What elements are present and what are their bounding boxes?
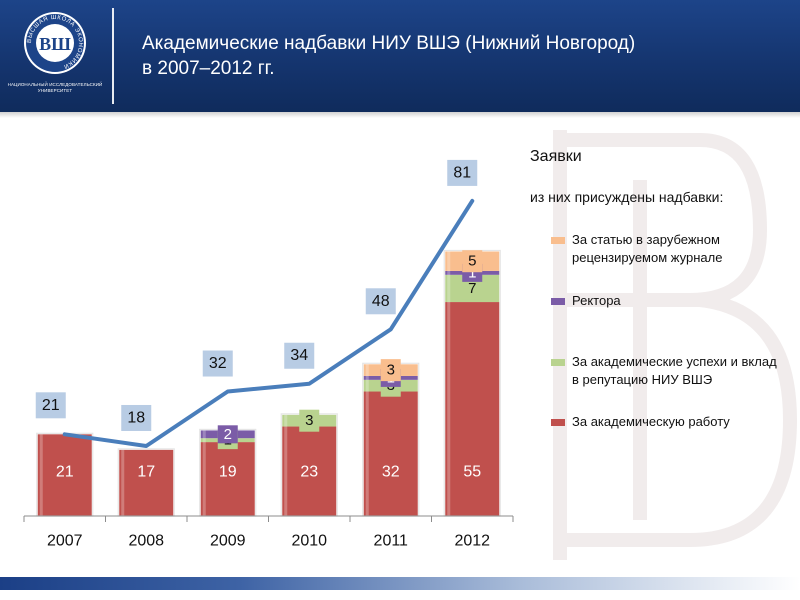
- logo-caption: НАЦИОНАЛЬНЫЙ ИССЛЕДОВАТЕЛЬСКИЙ УНИВЕРСИТ…: [6, 82, 104, 93]
- legend-swatch-academic-work: [551, 419, 565, 426]
- data-label-2011-0: 32: [382, 464, 400, 481]
- x-tick-label-2010: 2010: [291, 533, 327, 550]
- line-label-box-2012: [447, 159, 478, 186]
- data-label-2011-3: 3: [387, 362, 395, 379]
- header-divider: [112, 8, 114, 104]
- line-label-box-2010: [284, 342, 315, 369]
- bar-2011-series-0: [363, 391, 418, 516]
- bar-2009-series-0: [200, 442, 255, 516]
- legend-label-academic-work: За академическую работу: [572, 414, 730, 429]
- legend-title: Заявки: [530, 148, 582, 165]
- line-label-box-2011: [365, 288, 396, 315]
- line-label-box-2009: [202, 350, 233, 377]
- data-label-2012-0: 55: [463, 464, 481, 481]
- data-label-2007-0: 21: [56, 464, 74, 481]
- line-label-box-2008: [121, 404, 152, 431]
- line-label-box-2007: [35, 392, 66, 419]
- data-label-2008-0: 17: [137, 464, 155, 481]
- legend-swatch-rector: [551, 298, 565, 305]
- data-label-box-2012-1: [462, 277, 483, 300]
- legend-swatch-academic-success: [551, 359, 565, 366]
- legend-label-rector: Ректора: [572, 293, 621, 308]
- hse-logo: ВЫСШАЯ ШКОЛА ЭКОНОМИКИ ВШ: [24, 12, 86, 74]
- data-label-2010-0: 23: [300, 464, 318, 481]
- x-tick-label-2011: 2011: [374, 533, 409, 550]
- data-label-2009-0: 19: [219, 464, 237, 481]
- data-label-2012-2: 1: [468, 264, 476, 281]
- data-label-box-2009-2: [217, 425, 238, 444]
- data-label-box-2010-1: [299, 409, 320, 432]
- legend-label-article: За статью в зарубежном рецензируемом жур…: [572, 232, 723, 265]
- bar-sheen-2011: [365, 364, 369, 516]
- line-label-2008: 18: [127, 409, 145, 426]
- bar-sheen-2007: [39, 434, 43, 516]
- title-line1: Академические надбавки НИУ ВШЭ (Нижний Н…: [142, 33, 636, 54]
- line-label-2010: 34: [290, 347, 308, 364]
- bar-sheen-2012: [447, 251, 451, 517]
- legend-item-academic-work: За академическую работу: [551, 413, 782, 431]
- legend-item-article: За статью в зарубежном рецензируемом жур…: [551, 231, 782, 267]
- bar-sheen-2010: [284, 414, 288, 516]
- x-tick-label-2009: 2009: [210, 533, 246, 550]
- bar-sheen-2009: [202, 430, 206, 516]
- data-label-2012-1: 7: [468, 280, 476, 297]
- x-tick-label-2007: 2007: [47, 533, 83, 550]
- logo-caption-line1: НАЦИОНАЛЬНЫЙ ИССЛЕДОВАТЕЛЬСКИЙ: [7, 82, 103, 87]
- data-label-box-2012-3: [462, 250, 483, 273]
- data-label-2010-1: 3: [305, 412, 313, 429]
- x-tick-label-2008: 2008: [128, 533, 164, 550]
- header-bar: [0, 0, 800, 112]
- x-tick-label-2012: 2012: [454, 533, 490, 550]
- footer-bar: [0, 577, 800, 590]
- header-shadow: [0, 112, 800, 118]
- title-line2: в 2007–2012 гг.: [142, 58, 275, 79]
- data-label-box-2011-3: [380, 359, 401, 382]
- bar-sheen-2008: [121, 449, 125, 516]
- line-label-2009: 32: [209, 355, 227, 372]
- bar-2010-series-0: [282, 426, 337, 516]
- data-label-2009-2: 2: [224, 426, 232, 443]
- bar-2008-series-0: [119, 449, 174, 516]
- legend-swatch-article: [551, 237, 565, 244]
- line-label-2012: 81: [453, 164, 471, 181]
- logo-caption-line2: УНИВЕРСИТЕТ: [37, 87, 73, 93]
- logo-mark: ВШ: [39, 34, 71, 54]
- legend-item-rector: Ректора: [551, 292, 782, 310]
- line-label-2011: 48: [372, 293, 390, 310]
- legend-label-academic-success: За академические успехи и вклад в репута…: [572, 354, 777, 387]
- line-label-2007: 21: [42, 397, 60, 414]
- line-series-applications: [62, 198, 475, 448]
- data-label-2012-3: 5: [468, 253, 476, 270]
- legend-subtitle: из них присуждены надбавки:: [530, 189, 724, 205]
- legend-item-academic-success: За академические успехи и вклад в репута…: [551, 353, 782, 389]
- bar-2012-series-0: [445, 302, 500, 516]
- page-title: Академические надбавки НИУ ВШЭ (Нижний Н…: [142, 31, 762, 81]
- bar-2007-series-0: [37, 434, 92, 516]
